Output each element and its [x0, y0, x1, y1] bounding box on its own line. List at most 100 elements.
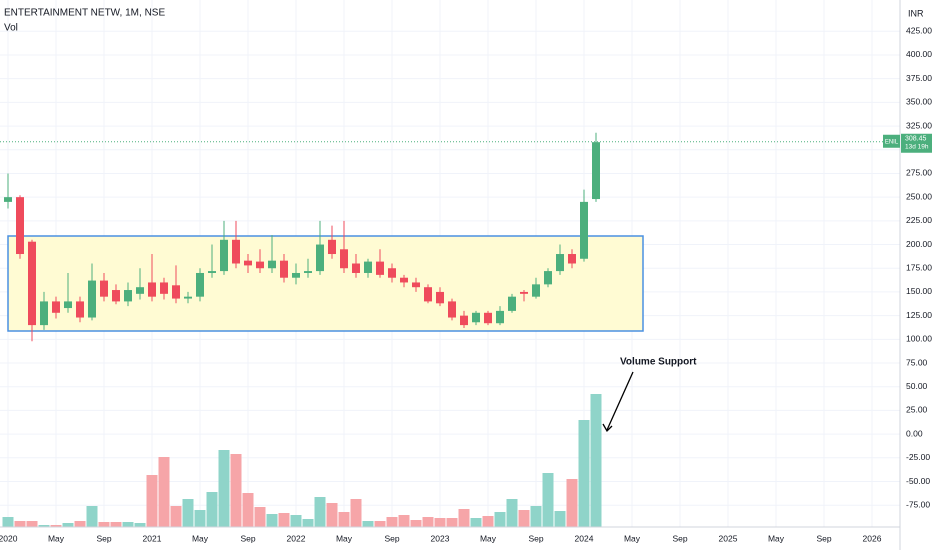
price-tag-name — [883, 134, 900, 148]
candle-body — [544, 271, 552, 285]
candle-body — [208, 271, 216, 273]
candle-body — [40, 301, 48, 326]
price-tag — [901, 133, 932, 153]
y-tick-label: 350.00 — [906, 97, 932, 107]
price-tag-countdown: 13d 19h — [905, 143, 929, 150]
volume-bar — [446, 518, 458, 527]
candle-body — [124, 290, 132, 302]
y-tick-label: 100.00 — [906, 334, 932, 344]
volume-bar — [74, 521, 86, 527]
volume-bar — [14, 521, 26, 527]
x-tick-label: May — [768, 533, 785, 543]
candle-body — [376, 261, 384, 275]
x-tick-label: 2020 — [0, 533, 18, 543]
volume-bar — [374, 521, 386, 527]
x-tick-label: Sep — [672, 533, 687, 543]
volume-bar — [530, 506, 542, 527]
volume-bar — [122, 522, 134, 527]
volume-bar — [266, 514, 278, 527]
x-tick-label: 2021 — [143, 533, 162, 543]
volume-bar — [338, 512, 350, 527]
price-tag-name-text: ENIL — [885, 139, 899, 145]
volume-bar — [542, 473, 554, 527]
candle-body — [424, 287, 432, 302]
volume-bar — [482, 516, 494, 527]
candle-body — [244, 260, 252, 266]
volume-bar — [218, 450, 230, 527]
candle-body — [148, 282, 156, 297]
candle-body — [4, 197, 12, 202]
candle-body — [412, 282, 420, 288]
candle-body — [112, 290, 120, 302]
candle-body — [328, 239, 336, 255]
volume-bar — [278, 513, 290, 527]
candle-body — [496, 310, 504, 324]
candle-body — [532, 284, 540, 297]
candle-body — [304, 271, 312, 273]
y-tick-label: 0.00 — [906, 428, 923, 438]
x-tick-label: May — [480, 533, 497, 543]
annotation-arrow — [606, 371, 634, 431]
candle-body — [256, 261, 264, 269]
x-tick-label: May — [624, 533, 641, 543]
candle-body — [388, 268, 396, 278]
volume-bar — [578, 420, 590, 527]
candle-body — [280, 260, 288, 278]
annotation: Volume Support — [620, 357, 697, 368]
volume-bar — [590, 394, 602, 527]
candle-body — [64, 301, 72, 309]
y-tick-label: 425.00 — [906, 26, 932, 36]
volume-bar — [2, 517, 14, 527]
candle-body — [352, 263, 360, 273]
y-tick-label: 75.00 — [906, 357, 928, 367]
candle-body — [76, 301, 84, 318]
x-tick-label: 2026 — [863, 533, 882, 543]
volume-bar — [494, 512, 506, 527]
y-tick-label: 250.00 — [906, 191, 932, 201]
volume-bar — [398, 515, 410, 527]
candle-body — [340, 249, 348, 269]
x-tick-label: Sep — [96, 533, 111, 543]
volume-bar — [98, 522, 110, 527]
y-tick-label: -50.00 — [906, 476, 930, 486]
candle-body — [436, 291, 444, 304]
volume-bar — [554, 511, 566, 527]
y-tick-label: 325.00 — [906, 120, 932, 130]
y-tick-label: 400.00 — [906, 49, 932, 59]
volume-bar — [26, 521, 38, 527]
currency: INR — [908, 8, 924, 18]
volume-bar — [350, 499, 362, 527]
volume-bar — [458, 509, 470, 527]
volume-bar — [362, 521, 374, 527]
volume-bar — [254, 507, 266, 527]
x-tick-label: 2022 — [287, 533, 306, 543]
volume-bar — [518, 510, 530, 527]
candle-body — [160, 282, 168, 294]
candle-body — [448, 301, 456, 318]
y-tick-label: 50.00 — [906, 381, 928, 391]
x-tick-label: May — [48, 533, 65, 543]
y-tick-label: 375.00 — [906, 73, 932, 83]
volume-bar — [506, 499, 518, 527]
candle-body — [292, 272, 300, 278]
candle-body — [268, 260, 276, 269]
volume-bar — [110, 522, 122, 527]
candle-body — [472, 312, 480, 323]
volume-bar — [182, 499, 194, 527]
volume-bar — [386, 517, 398, 527]
volume-bar — [146, 475, 158, 527]
volume-bar — [134, 523, 146, 527]
volume-bar — [566, 479, 578, 527]
candle-body — [364, 261, 372, 273]
x-tick-label: May — [192, 533, 209, 543]
candle-body — [196, 272, 204, 297]
range-box — [7, 235, 644, 332]
candle-body — [556, 254, 564, 272]
candle-body — [400, 277, 408, 283]
volume-bar — [242, 493, 254, 527]
candle-body — [484, 312, 492, 324]
volume-bar — [158, 457, 170, 527]
candle-body — [172, 285, 180, 299]
candle-body — [88, 280, 96, 318]
